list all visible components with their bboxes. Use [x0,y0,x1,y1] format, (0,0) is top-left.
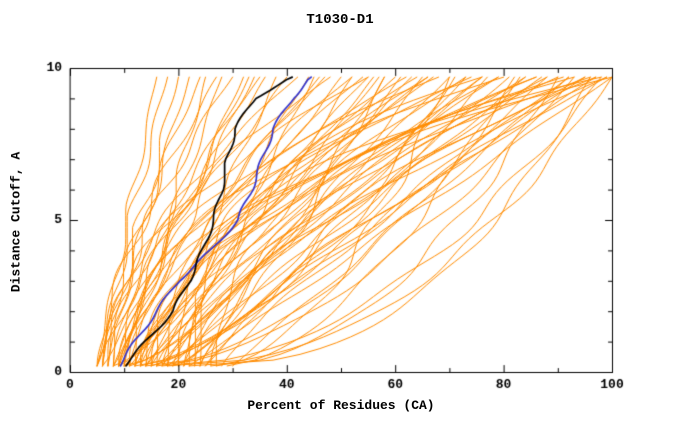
y-axis-label-text: Distance Cutoff, A [8,151,24,293]
chart-title: T1030-D1 [306,12,374,28]
x-axis-label: Percent of Residues (CA) [247,398,435,413]
